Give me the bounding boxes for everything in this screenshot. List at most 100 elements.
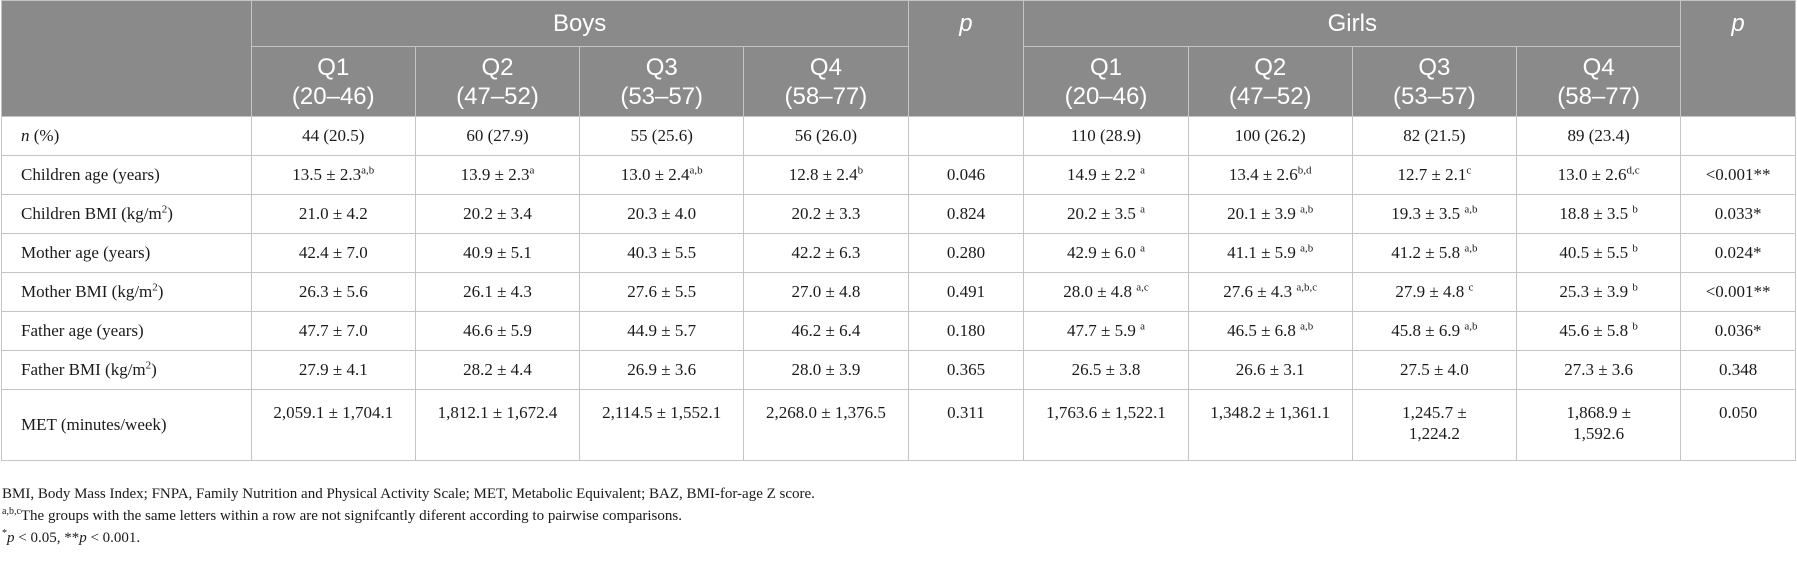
header-girls-q2: Q2 (47–52) [1187, 46, 1353, 117]
row-label-sup: 2 [145, 359, 152, 372]
cell-value: 27.5 ± 4.0 [1399, 360, 1469, 379]
p-value-girls: 0.348 [1680, 350, 1796, 390]
cell-value: 46.2 ± 6.4 [791, 321, 861, 340]
cell-superscript: a,b [1300, 320, 1314, 333]
cell-superscript: c [1466, 164, 1472, 177]
cell-superscript: a,b [689, 164, 703, 177]
quartile-label: Q4 [809, 53, 842, 81]
header-girls-q3: Q3 (53–57) [1351, 46, 1518, 117]
cell-value: 1,245.7 ± [1402, 403, 1467, 422]
girls-cell: 27.3 ± 3.6 [1515, 350, 1682, 390]
girls-cell: 46.5 ± 6.8 a,b [1187, 311, 1353, 351]
row-label: Father BMI (kg/m2) [1, 350, 252, 390]
cell-value: 12.8 ± 2.4 [788, 165, 858, 184]
cell-value: 28.2 ± 4.4 [463, 360, 532, 379]
boys-cell: 40.3 ± 5.5 [579, 233, 745, 273]
boys-cell: 44.9 ± 5.7 [579, 311, 745, 351]
cell-value: 13.9 ± 2.3 [460, 165, 530, 184]
boys-cell: 26.9 ± 3.6 [579, 350, 745, 390]
cell-value: 20.2 ± 3.5 [1067, 204, 1141, 223]
p-value-girls: 0.036* [1680, 311, 1796, 351]
cell-value: 26.6 ± 3.1 [1235, 360, 1305, 379]
cell-value: 27.9 ± 4.8 [1395, 282, 1469, 301]
cell-value-line2: 1,592.6 [1573, 424, 1625, 443]
row-label-text: MET (minutes/week) [21, 415, 167, 434]
boys-cell: 21.0 ± 4.2 [250, 194, 416, 234]
cell-value: 27.0 ± 4.8 [791, 282, 861, 301]
girls-cell: 13.4 ± 2.6b,d [1187, 155, 1353, 195]
p-value-girls [1680, 116, 1796, 156]
row-label-text: Mother BMI (kg/m [21, 282, 153, 301]
cell-value: 13.0 ± 2.4 [620, 165, 690, 184]
cell-value: 42.4 ± 7.0 [298, 243, 368, 262]
boys-cell: 27.0 ± 4.8 [743, 272, 909, 312]
girls-cell: 14.9 ± 2.2 a [1023, 155, 1189, 195]
footnote-letters-sup: a,b,c [2, 506, 21, 517]
cell-value: 28.0 ± 3.9 [791, 360, 861, 379]
girls-cell: 45.6 ± 5.8 b [1515, 311, 1682, 351]
row-label: Children age (years) [1, 155, 252, 195]
girls-cell: 28.0 ± 4.8 a,c [1023, 272, 1189, 312]
boys-cell: 28.2 ± 4.4 [414, 350, 581, 390]
footnote-letters-text: The groups with the same letters within … [20, 508, 682, 524]
cell-value: 1,763.6 ± 1,522.1 [1046, 403, 1166, 422]
header-boys-q1: Q1 (20–46) [250, 46, 416, 117]
cell-value: 82 (21.5) [1403, 126, 1466, 145]
cell-superscript: b [1632, 281, 1638, 294]
row-label: MET (minutes/week) [1, 389, 252, 461]
cell-value: 89 (23.4) [1567, 126, 1630, 145]
cell-superscript: b,d [1297, 164, 1312, 177]
girls-cell: 26.5 ± 3.8 [1023, 350, 1189, 390]
footnote-star: * [2, 528, 7, 539]
cell-value: 20.2 ± 3.4 [463, 204, 532, 223]
cell-superscript: a [1140, 242, 1145, 255]
quartile-label: Q2 [481, 53, 514, 81]
cell-value: 20.1 ± 3.9 [1227, 204, 1301, 223]
quartile-range: (47–52) [1228, 82, 1312, 110]
cell-value: 46.6 ± 5.9 [463, 321, 532, 340]
footnote-significance: *p < 0.05, **p < 0.001. [2, 527, 1792, 549]
p-value-boys: 0.280 [907, 233, 1025, 273]
cell-value: 45.6 ± 5.8 [1559, 321, 1633, 340]
footnote-p1: p [7, 530, 15, 546]
boys-cell: 13.0 ± 2.4a,b [579, 155, 745, 195]
girls-cell: 27.5 ± 4.0 [1351, 350, 1518, 390]
boys-cell: 12.8 ± 2.4b [743, 155, 909, 195]
header-boys: Boys [250, 0, 909, 47]
quartile-range: (47–52) [456, 82, 539, 110]
boys-cell: 13.9 ± 2.3a [414, 155, 581, 195]
boys-cell: 40.9 ± 5.1 [414, 233, 581, 273]
cell-superscript: a [1140, 203, 1145, 216]
cell-value: 44 (20.5) [302, 126, 365, 145]
cell-superscript: b [1632, 320, 1638, 333]
row-label: Mother age (years) [1, 233, 252, 273]
row-label-text: Mother age (years) [21, 243, 151, 262]
header-girls-q4: Q4 (58–77) [1515, 46, 1682, 117]
boys-cell: 27.9 ± 4.1 [250, 350, 416, 390]
header-boys-q4: Q4 (58–77) [743, 46, 909, 117]
footnote-p2: p [79, 530, 87, 546]
header-p-boys: p [907, 0, 1025, 117]
quartile-label: Q1 [317, 53, 350, 81]
footnote-letters: a,b,cThe groups with the same letters wi… [2, 505, 1792, 527]
header-row-groups: Boys p Girls p [1, 0, 1796, 117]
cell-value: 27.3 ± 3.6 [1564, 360, 1634, 379]
quartile-label: Q3 [645, 53, 678, 81]
cell-superscript: d,c [1626, 164, 1640, 177]
cell-value: 1,868.9 ± [1566, 403, 1631, 422]
cell-value: 40.3 ± 5.5 [627, 243, 697, 262]
cell-superscript: a,b [1464, 203, 1478, 216]
cell-value: 44.9 ± 5.7 [627, 321, 697, 340]
footnote-sig-mid: < 0.05, ** [14, 530, 80, 546]
boys-cell: 56 (26.0) [743, 116, 909, 156]
footnote-abbreviations: BMI, Body Mass Index; FNPA, Family Nutri… [2, 486, 815, 502]
cell-superscript: a [1140, 320, 1145, 333]
cell-value: 2,268.0 ± 1,376.5 [766, 403, 886, 422]
row-label-after: ) [151, 360, 157, 379]
cell-superscript: b [857, 164, 864, 177]
girls-cell: 26.6 ± 3.1 [1187, 350, 1353, 390]
girls-cell: 1,245.7 ± 1,224.2 [1351, 389, 1518, 461]
cell-superscript: a [1140, 164, 1145, 177]
girls-cell: 27.9 ± 4.8 c [1351, 272, 1518, 312]
girls-cell: 47.7 ± 5.9 a [1023, 311, 1189, 351]
